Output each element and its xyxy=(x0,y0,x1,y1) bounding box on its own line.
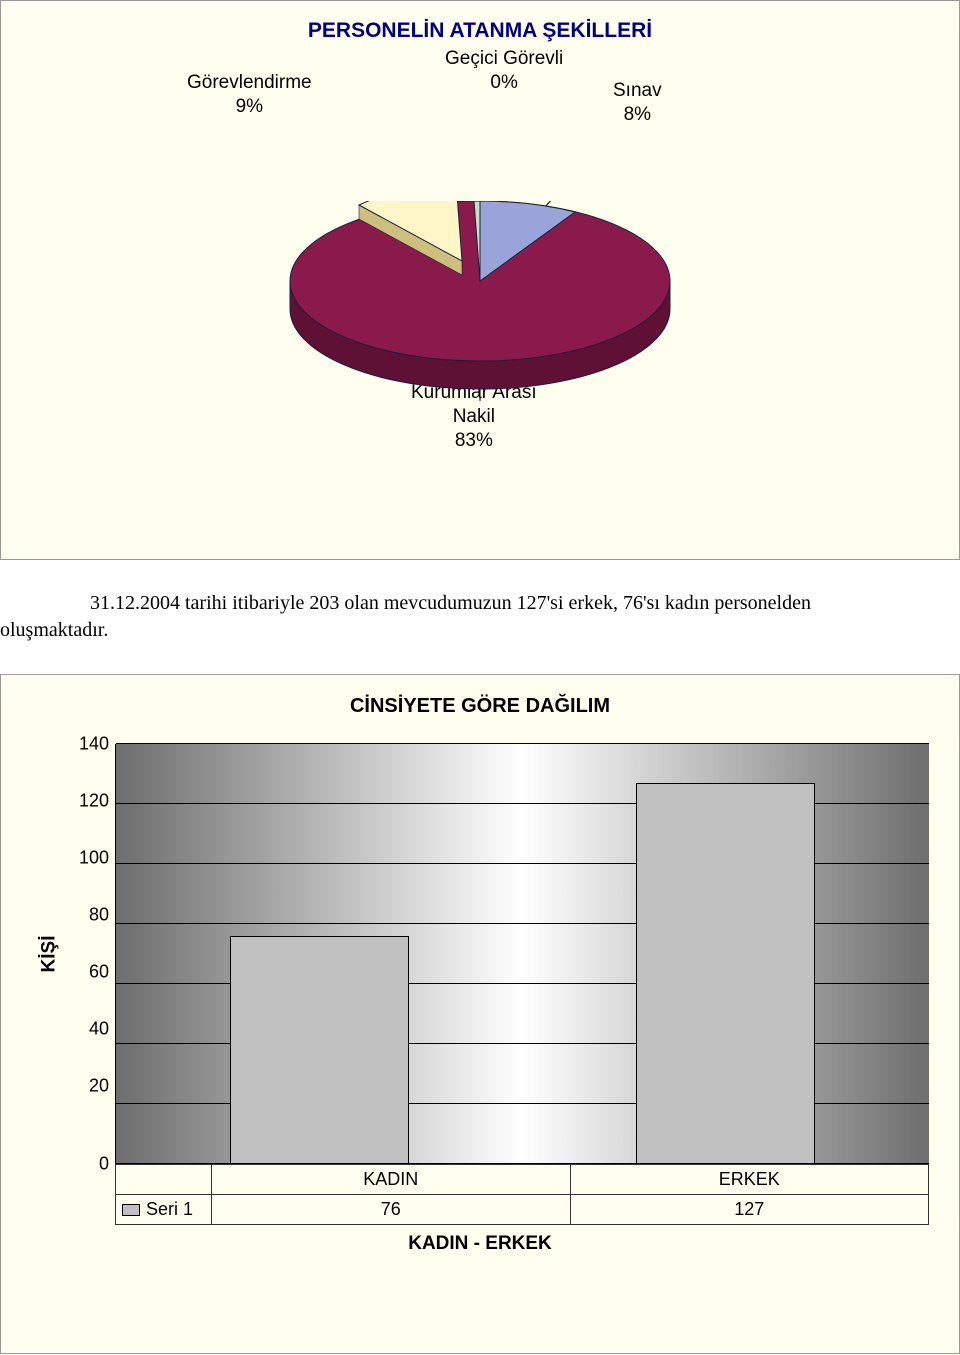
y-ticks: 140 120 100 80 60 40 20 0 xyxy=(67,744,115,1164)
legend-swatch xyxy=(122,1204,140,1216)
pie-label-sinav: Sınav 8% xyxy=(613,79,662,127)
series-legend: Seri 1 xyxy=(116,1195,212,1224)
pie-chart-panel: PERSONELİN ATANMA ŞEKİLLERİ Görevlendirm… xyxy=(0,0,960,560)
pie-label-value: 0% xyxy=(490,72,517,93)
y-axis-label: KİŞİ xyxy=(31,744,67,1164)
ytick: 120 xyxy=(79,791,109,812)
pie-3d xyxy=(230,201,730,446)
pie-label-value: 8% xyxy=(624,104,651,125)
pie-label-text: Geçici Görevli xyxy=(445,48,563,69)
paragraph-line1: 31.12.2004 tarihi itibariyle 203 olan me… xyxy=(90,592,811,614)
series-label-text: Seri 1 xyxy=(146,1199,193,1220)
bar-plot-row: KİŞİ 140 120 100 80 60 40 20 0 xyxy=(31,744,929,1164)
body-paragraph: 31.12.2004 tarihi itibariyle 203 olan me… xyxy=(0,590,960,644)
bar-slot xyxy=(523,744,930,1164)
bar-chart-title: CİNSİYETE GÖRE DAĞILIM xyxy=(31,695,929,718)
value-cell: 127 xyxy=(571,1195,929,1224)
pie-svg xyxy=(230,201,730,441)
ytick: 20 xyxy=(89,1076,109,1097)
ytick: 40 xyxy=(89,1019,109,1040)
plot-area xyxy=(116,744,929,1164)
pie-label-gecici: Geçici Görevli 0% xyxy=(445,47,563,95)
ytick: 60 xyxy=(89,962,109,983)
category-cell: KADIN xyxy=(212,1165,571,1194)
pie-label-text: Görevlendirme xyxy=(187,72,312,93)
bar-slot xyxy=(116,744,523,1164)
paragraph-line2: oluşmaktadır. xyxy=(0,619,108,641)
bar-plot xyxy=(115,744,929,1164)
pie-label-value: 9% xyxy=(236,96,263,117)
bar-erkek xyxy=(636,783,815,1164)
value-row: Seri 1 76 127 xyxy=(116,1195,928,1224)
pie-label-gorevlendirme: Görevlendirme 9% xyxy=(187,71,312,119)
ytick: 140 xyxy=(79,734,109,755)
y-axis-label-text: KİŞİ xyxy=(38,936,60,973)
bar-legend-table: KADIN ERKEK Seri 1 76 127 xyxy=(115,1164,929,1225)
pie-label-text: Sınav xyxy=(613,80,662,101)
ytick: 80 xyxy=(89,905,109,926)
category-cell: ERKEK xyxy=(571,1165,929,1194)
legend-spacer xyxy=(116,1165,212,1194)
value-cell: 76 xyxy=(212,1195,571,1224)
pie-chart-title: PERSONELİN ATANMA ŞEKİLLERİ xyxy=(1,19,959,43)
bar-kadin xyxy=(230,936,409,1164)
bar-chart-panel: CİNSİYETE GÖRE DAĞILIM KİŞİ 140 120 100 … xyxy=(0,674,960,1354)
ytick: 0 xyxy=(99,1154,109,1175)
x-axis-label: KADIN - ERKEK xyxy=(31,1233,929,1255)
category-row: KADIN ERKEK xyxy=(116,1165,928,1195)
ytick: 100 xyxy=(79,848,109,869)
